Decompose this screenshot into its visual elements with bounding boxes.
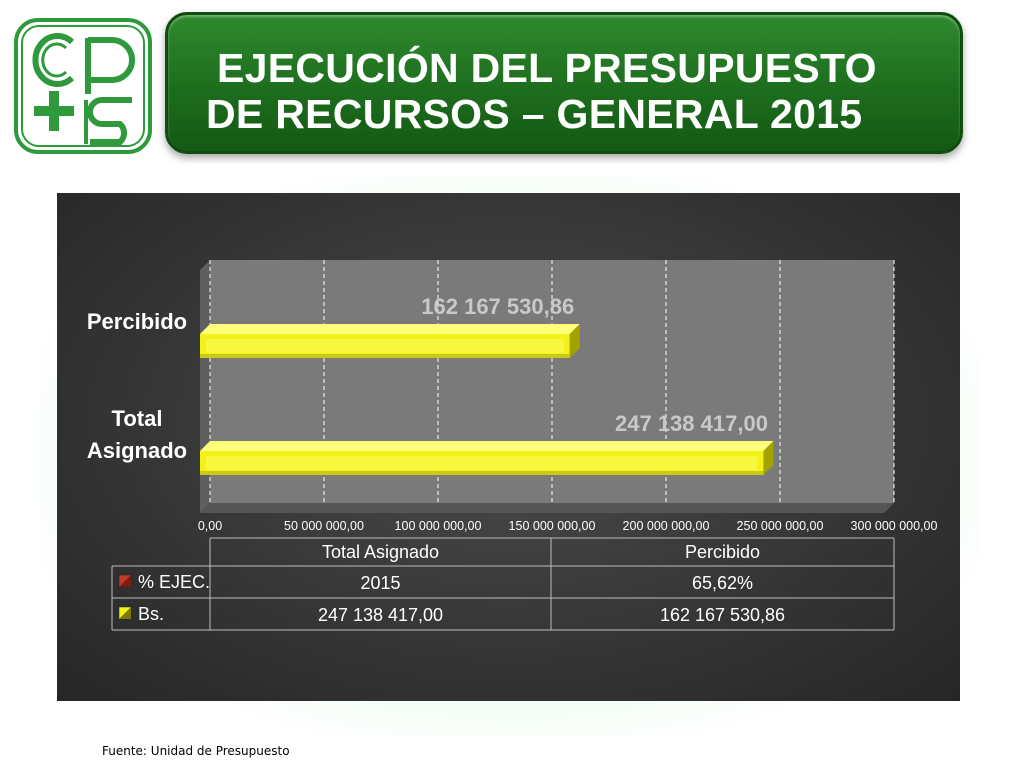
title-line-1: EJECUCIÓN DEL PRESUPUESTO bbox=[217, 45, 877, 91]
table-header: Total Asignado bbox=[322, 542, 439, 562]
x-tick-label: 200 000 000,00 bbox=[623, 519, 710, 533]
bar-shadow bbox=[200, 354, 570, 358]
page-title: EJECUCIÓN DEL PRESUPUESTO DE RECURSOS – … bbox=[206, 45, 942, 137]
data-label: 247 138 417,00 bbox=[615, 411, 768, 436]
source-note: Fuente: Unidad de Presupuesto bbox=[102, 744, 290, 758]
data-label: 162 167 530,86 bbox=[421, 294, 574, 319]
bar-end-face bbox=[763, 441, 774, 475]
x-tick-label: 250 000 000,00 bbox=[737, 519, 824, 533]
x-tick-label: 150 000 000,00 bbox=[509, 519, 596, 533]
title-line-2: DE RECURSOS – GENERAL 2015 bbox=[206, 91, 863, 137]
bar-shadow bbox=[200, 471, 764, 475]
bar-bevel bbox=[206, 339, 564, 353]
plot-side-wall bbox=[200, 260, 210, 513]
category-label: Percibido bbox=[87, 309, 187, 334]
x-tick-label: 300 000 000,00 bbox=[851, 519, 938, 533]
bar-top-face bbox=[200, 441, 774, 451]
category-label: Total bbox=[112, 406, 163, 431]
table-row-key: % EJEC. bbox=[138, 572, 210, 592]
table-cell: 65,62% bbox=[692, 573, 753, 593]
cps-logo bbox=[14, 18, 152, 154]
legend-swatch bbox=[118, 606, 132, 620]
x-tick-label: 100 000 000,00 bbox=[395, 519, 482, 533]
plot-floor bbox=[200, 503, 894, 513]
data-table: Total Asignado Percibido % EJEC. 2015 65,62%… bbox=[111, 537, 895, 631]
bar-chart: 0,00 50 000 000,00 100 000 000,00 150 000 0… bbox=[87, 260, 938, 631]
legend-swatch bbox=[118, 574, 132, 588]
x-tick-label: 50 000 000,00 bbox=[284, 519, 364, 533]
table-row-key: Bs. bbox=[138, 604, 164, 624]
table-header: Percibido bbox=[685, 542, 760, 562]
table-cell: 247 138 417,00 bbox=[318, 605, 443, 625]
x-tick-label: 0,00 bbox=[198, 519, 222, 533]
title-banner: EJECUCIÓN DEL PRESUPUESTO DE RECURSOS – … bbox=[165, 12, 963, 154]
bar-end-face bbox=[569, 324, 580, 358]
table-cell: 162 167 530,86 bbox=[660, 605, 785, 625]
chart-panel: 0,00 50 000 000,00 100 000 000,00 150 000 0… bbox=[57, 193, 960, 701]
legend-swatch-shade bbox=[119, 607, 131, 619]
table-cell: 2015 bbox=[360, 573, 400, 593]
legend-swatch-shade bbox=[119, 575, 131, 587]
category-label: Asignado bbox=[87, 438, 187, 463]
bar-top-face bbox=[200, 324, 580, 334]
bar-bevel bbox=[206, 456, 758, 470]
